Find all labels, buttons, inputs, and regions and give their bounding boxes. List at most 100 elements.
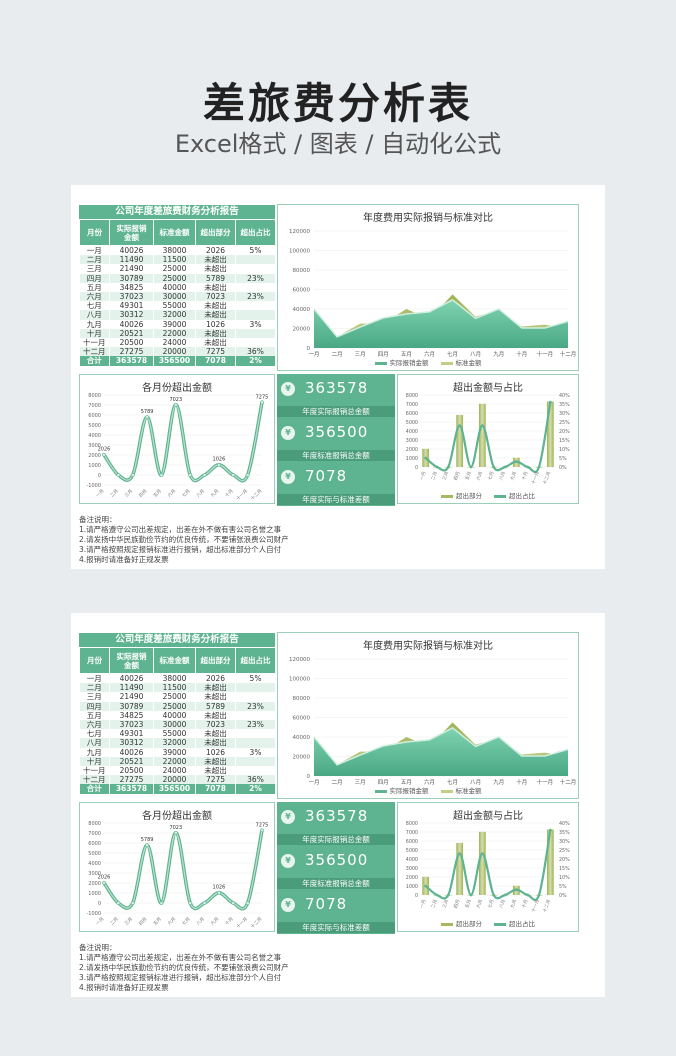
y-tick-label: 3000 (88, 443, 101, 449)
x-tick-label: 十月 (223, 915, 234, 926)
y-tick-label: 5000 (406, 420, 418, 426)
table-cell: 36% (235, 775, 276, 785)
table-row: 六月 37023 30000 7023 23% (79, 720, 276, 730)
data-label: 7023 (169, 825, 182, 831)
table-row: 五月 34825 40000 未超出 (79, 282, 276, 293)
actual-vs-standard-chart: 年度费用实际报销与标准对比 0 20000 40000 60000 80000 100000… (277, 204, 579, 371)
data-point (260, 828, 264, 833)
x-tick-label: 五月 (464, 471, 473, 482)
data-point (173, 830, 178, 835)
chart-title: 年度费用实际报销与标准对比 (363, 641, 493, 652)
table-cell (235, 683, 276, 693)
table-cell: 27275 (109, 347, 154, 357)
table-cell: 25000 (153, 264, 196, 274)
expense-report-table: 公司年度差旅费财务分析报告 月份 实际报销 金额 标准金额 超出部分 超出占比 一月 40026… (79, 205, 276, 366)
ratio-point (458, 424, 462, 427)
x-tick-label: 九月 (509, 898, 519, 909)
y2-tick-label: 35% (559, 830, 570, 836)
table-cell: 1026 (195, 319, 236, 329)
data-label: 2026 (98, 875, 111, 881)
data-point (231, 473, 236, 477)
table-row: 四月 30789 25000 5789 23% (79, 701, 276, 711)
x-tick-label: 九月 (509, 470, 519, 481)
table-cell (235, 710, 276, 721)
x-tick-label: 五月 (401, 779, 412, 786)
legend-item: 标准金额 (440, 357, 482, 367)
y-tick-label: 2000 (406, 875, 418, 881)
ratio-point (469, 465, 473, 469)
table-cell (235, 692, 276, 702)
remark-line: 1.请严格遵守公司出差规定，出差在外不做有害公司名誉之事 (79, 953, 282, 962)
x-tick-label: 七月 (486, 898, 496, 909)
y-tick-label: 0 (98, 473, 101, 479)
y-tick-label: 1000 (88, 891, 101, 897)
x-tick-label: 二月 (332, 779, 343, 786)
y-tick-label: 60000 (293, 716, 311, 722)
table-cell: 40026 (109, 245, 154, 256)
legend-label: 标准金额 (455, 359, 482, 367)
y-tick-label: 6000 (88, 413, 101, 419)
y2-tick-label: 10% (559, 875, 570, 881)
data-point (159, 901, 164, 905)
y-tick-label: 1000 (406, 456, 418, 462)
column-header: 超出部分 (195, 219, 236, 246)
y-tick-label: 0 (307, 774, 311, 780)
page-subtitle: Excel格式 / 图表 / 自动化公式 (174, 130, 502, 158)
x-tick-label: 十二月 (560, 778, 577, 786)
table-cell: 十一月 (79, 338, 110, 348)
data-point (116, 473, 121, 477)
y-tick-label: 7000 (406, 402, 418, 408)
table-cell (235, 310, 276, 320)
total-cell: 2% (235, 356, 276, 366)
y-tick-label: 8000 (406, 393, 418, 399)
chart-title: 年度费用实际报销与标准对比 (363, 213, 493, 224)
legend-label: 超出部分 (456, 920, 482, 928)
table-cell: 49301 (109, 301, 154, 311)
x-tick-label: 十月 (516, 778, 527, 786)
x-tick-label: 十二月 (541, 470, 552, 485)
data-point (202, 901, 207, 905)
kpi-label: 年度实际与标准差额 (277, 922, 395, 933)
data-point (245, 473, 250, 477)
y-tick-label: 8000 (88, 393, 101, 399)
report-heading: 公司年度差旅费财务分析报告 (79, 633, 275, 647)
table-cell: 十月 (79, 756, 110, 767)
table-cell: 未超出 (195, 710, 236, 721)
x-tick-label: 六月 (166, 915, 177, 926)
column-header: 月份 (79, 219, 110, 246)
table-cell: 七月 (79, 301, 110, 311)
table-row: 九月 40026 39000 1026 3% (79, 747, 276, 757)
column-header: 超出占比 (235, 219, 276, 246)
total-cell: 7078 (195, 356, 236, 366)
y-tick-label: 100000 (289, 249, 310, 255)
chart-legend: 实际报销金额 标准金额 (278, 785, 578, 795)
table-cell: 24000 (153, 766, 196, 776)
table-cell (235, 338, 276, 348)
data-point (173, 402, 178, 407)
excess-and-ratio-chart: 超出金额与占比 0 1000 2000 3000 4000 5000 6000 7000 8000… (397, 802, 579, 932)
x-tick-label: 六月 (424, 778, 435, 786)
x-tick-label: 一月 (308, 779, 319, 786)
monthly-excess-chart: 各月份超出金额 -1000 0 1000 2000 3000 4000 5000 6000 700… (79, 374, 275, 504)
table-cell: 二月 (79, 683, 110, 693)
actual-amount-area (314, 727, 568, 776)
legend-label: 超出占比 (509, 920, 535, 928)
excess-bar (456, 842, 464, 895)
legend-swatch (441, 922, 453, 926)
table-cell: 27275 (109, 775, 154, 785)
y-tick-label: 2000 (88, 453, 101, 459)
table-cell: 20000 (153, 775, 196, 785)
table-cell: 40000 (153, 282, 196, 293)
kpi-label: 年度实际与标准差额 (277, 494, 395, 505)
excess-bar (456, 414, 464, 467)
column-header: 实际报销 金额 (109, 219, 154, 246)
table-cell: 30312 (109, 738, 154, 748)
chart-title: 超出金额与占比 (453, 383, 523, 394)
table-row: 四月 30789 25000 5789 23% (79, 273, 276, 283)
kpi-summary: ¥363578 年度实际报销总金额 ¥356500 年度标准报销总金额 ¥7078 年度实… (277, 802, 395, 934)
excess-bar (546, 401, 554, 467)
table-cell: 六月 (79, 292, 110, 302)
table-row: 一月 40026 38000 2026 5% (79, 673, 276, 684)
y2-tick-label: 25% (559, 420, 570, 426)
x-tick-label: 一月 (308, 351, 319, 358)
